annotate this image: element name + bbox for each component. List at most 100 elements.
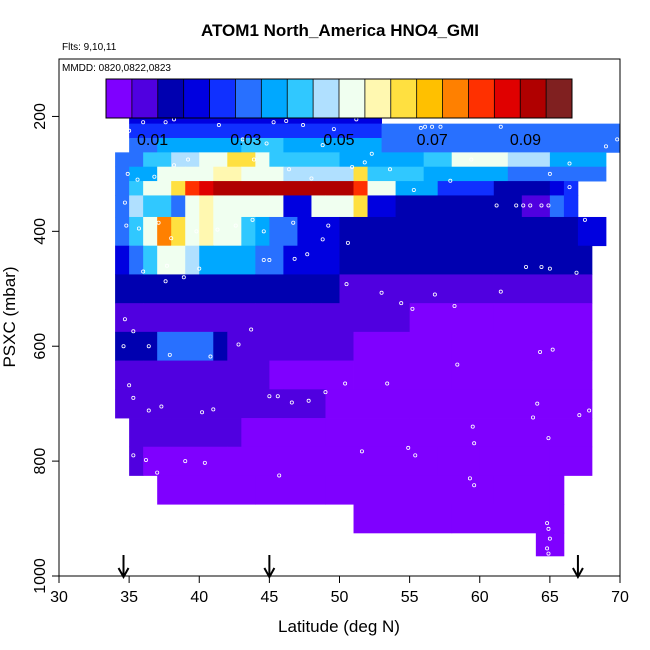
colorbar-swatch (106, 79, 133, 118)
heatmap-cell (325, 418, 411, 448)
heatmap-cell (535, 181, 551, 196)
sample-point (432, 292, 437, 297)
sample-point (261, 229, 266, 234)
heatmap-cell (157, 331, 172, 361)
heatmap-cell (185, 181, 200, 196)
heatmap-cell (129, 166, 158, 182)
heatmap-cell (549, 504, 565, 534)
axes: 30 35 40 45 50 55 60 65 70 200 400 600 800 1000 (32, 103, 629, 606)
heatmap-cell (325, 195, 354, 218)
latitude-arrow-head (572, 567, 584, 580)
colorbar-tick-label: 0.09 (510, 132, 541, 149)
sample-point (159, 404, 164, 409)
latitude-arrow-head (263, 567, 276, 580)
sample-point (143, 457, 148, 462)
heatmap-cell (171, 418, 242, 448)
sample-point (163, 120, 168, 125)
heatmap-cell (171, 216, 186, 247)
heatmap-cell (283, 389, 326, 419)
heatmap-cell (381, 123, 621, 139)
heatmap-cell (549, 245, 593, 275)
sample-point (240, 137, 245, 142)
heatmap-cell (423, 152, 453, 168)
sample-point (362, 160, 367, 165)
heatmap-cell (171, 245, 186, 275)
sample-point (156, 220, 161, 225)
heatmap-cell (269, 195, 284, 218)
y-tick-label: 200 (32, 103, 49, 130)
sample-point (289, 400, 294, 405)
sample-point (498, 289, 503, 294)
heatmap-cell (479, 245, 551, 275)
x-tick-label: 70 (611, 589, 629, 606)
sample-point (423, 124, 428, 129)
heatmap-cell (241, 418, 326, 448)
heatmap-cell (283, 166, 354, 182)
sample-point (379, 290, 384, 295)
heatmap-cell (199, 195, 214, 218)
sample-point (535, 401, 540, 406)
sample-point (546, 436, 551, 441)
sample-point (164, 263, 169, 268)
heatmap-cell (577, 216, 607, 247)
sample-point (216, 123, 221, 128)
sample-point (125, 171, 130, 176)
x-tick-label: 65 (541, 589, 559, 606)
heatmap-cell (185, 245, 200, 275)
colorbar-swatch (183, 79, 210, 118)
heatmap-cell (381, 137, 537, 153)
colorbar-swatch (390, 79, 417, 118)
heatmap-cell (339, 274, 411, 304)
sample-point (470, 424, 475, 429)
sample-point (146, 408, 151, 413)
sample-point (284, 119, 289, 124)
x-tick-label: 45 (260, 589, 278, 606)
x-tick-label: 60 (471, 589, 489, 606)
heatmap-cell (549, 152, 607, 168)
sample-point (275, 394, 280, 399)
sample-point (547, 266, 552, 271)
sample-point (455, 362, 460, 367)
colorbar-swatch (131, 79, 159, 118)
heatmap-cell (115, 216, 130, 247)
sample-point (169, 236, 174, 241)
heatmap-cell (507, 166, 565, 182)
heatmap-cell (507, 152, 551, 168)
heatmap-cell (409, 245, 481, 275)
sample-point (343, 381, 348, 386)
heatmap-cell (199, 389, 242, 419)
heatmap-cell (185, 166, 214, 182)
heatmap-cell (367, 181, 396, 196)
sample-point (306, 398, 311, 403)
heatmap-cell (143, 195, 172, 218)
heatmap-cell (269, 152, 340, 168)
heatmap-cell (437, 446, 481, 476)
heatmap-cell (143, 181, 172, 196)
heatmap-cell (311, 303, 411, 333)
heatmap-cell (115, 195, 130, 218)
heatmap-cell (227, 331, 270, 361)
sample-point (152, 174, 157, 179)
colorbar: 0.01 0.03 0.05 0.07 0.09 (105, 78, 573, 149)
sample-point (264, 141, 269, 146)
sample-point (183, 459, 188, 464)
heatmap-cell (129, 245, 144, 275)
sample-point (546, 526, 551, 531)
heatmap-cell (157, 166, 186, 182)
heatmap-cell (437, 181, 495, 196)
x-axis-label: Latitude (deg N) (278, 617, 400, 636)
sample-point (261, 258, 266, 263)
sample-point (387, 167, 392, 172)
sample-point (267, 394, 272, 399)
flights-label: Flts: 9,10,11 (62, 42, 117, 53)
x-tick-label: 30 (50, 589, 68, 606)
sample-point (605, 268, 610, 273)
sample-point (448, 178, 453, 183)
colorbar-swatch (364, 79, 392, 118)
heatmap-cell (353, 360, 453, 390)
heatmap-cell (213, 216, 228, 247)
sample-point (438, 124, 443, 129)
heatmap-cell (437, 195, 523, 218)
heatmap-cell (157, 137, 242, 153)
colorbar-swatch (339, 79, 366, 118)
